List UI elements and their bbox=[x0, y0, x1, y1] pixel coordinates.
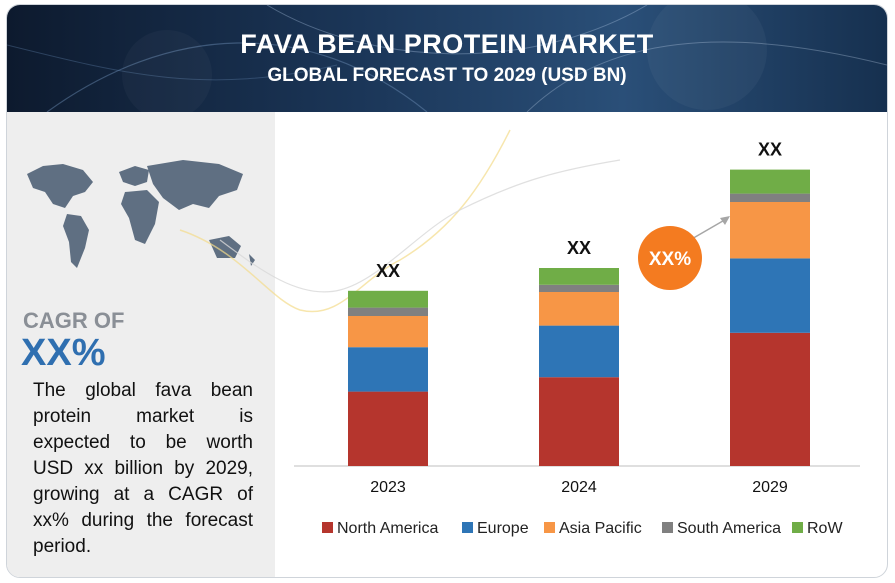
cagr-label: CAGR OF bbox=[23, 308, 125, 333]
legend-label: RoW bbox=[807, 520, 843, 537]
bar-segment-north-america-2024 bbox=[539, 377, 619, 466]
growth-badge-text: XX% bbox=[649, 249, 691, 270]
banner-decoration bbox=[7, 5, 887, 112]
growth-arrow bbox=[689, 217, 729, 241]
data-label: XX bbox=[758, 140, 782, 160]
bar-segment-asia-pacific-2024 bbox=[539, 292, 619, 326]
legend-swatch bbox=[662, 522, 673, 533]
legend: North America Europe Asia Pacific South Ame… bbox=[322, 520, 843, 537]
decorative-curve bbox=[179, 129, 511, 313]
bar-segment-europe-2023 bbox=[348, 347, 428, 392]
bar-segment-row-2023 bbox=[348, 290, 428, 308]
legend-swatch bbox=[792, 522, 803, 533]
bar-segment-europe-2024 bbox=[539, 325, 619, 378]
summary-panel: CAGR OF XX% The global fava bean protein… bbox=[7, 112, 275, 577]
legend-label: Europe bbox=[477, 520, 529, 537]
bar-segment-asia-pacific-2029 bbox=[730, 202, 810, 259]
bar-segment-row-2029 bbox=[730, 169, 810, 194]
bar-segment-asia-pacific-2023 bbox=[348, 316, 428, 348]
bar-segment-south-america-2029 bbox=[730, 193, 810, 202]
growth-badge-circle bbox=[638, 226, 702, 290]
bar-segment-row-2024 bbox=[539, 268, 619, 285]
market-description: The global fava bean protein market is e… bbox=[33, 380, 253, 557]
legend-label: South America bbox=[677, 520, 781, 537]
bar-segment-south-america-2023 bbox=[348, 307, 428, 316]
page-title: FAVA BEAN PROTEIN MARKET bbox=[240, 29, 654, 59]
bars-group bbox=[348, 169, 810, 466]
growth-badge: XX% bbox=[638, 216, 730, 290]
legend-label: North America bbox=[337, 520, 438, 537]
legend-swatch bbox=[322, 522, 333, 533]
legend-swatch bbox=[462, 522, 473, 533]
x-tick-label: 2023 bbox=[370, 479, 406, 496]
world-map-icon bbox=[27, 160, 255, 268]
x-tick-labels: 2023 2024 2029 bbox=[370, 479, 788, 496]
x-tick-label: 2029 bbox=[752, 479, 788, 496]
data-labels: XX XX XX bbox=[376, 140, 782, 281]
bar-segment-north-america-2029 bbox=[730, 332, 810, 466]
bar-segment-south-america-2024 bbox=[539, 284, 619, 292]
legend-label: Asia Pacific bbox=[559, 520, 642, 537]
legend-swatch bbox=[544, 522, 555, 533]
x-tick-label: 2024 bbox=[561, 479, 597, 496]
decorative-curve bbox=[219, 159, 621, 293]
data-label: XX bbox=[376, 261, 400, 281]
growth-arrow-head bbox=[720, 216, 730, 225]
data-label: XX bbox=[567, 238, 591, 258]
bar-segment-north-america-2023 bbox=[348, 391, 428, 466]
header-banner: FAVA BEAN PROTEIN MARKET GLOBAL FORECAST… bbox=[7, 5, 887, 112]
page-subtitle: GLOBAL FORECAST TO 2029 (USD BN) bbox=[267, 65, 627, 86]
cagr-value: XX% bbox=[21, 332, 106, 374]
bar-segment-europe-2029 bbox=[730, 258, 810, 333]
